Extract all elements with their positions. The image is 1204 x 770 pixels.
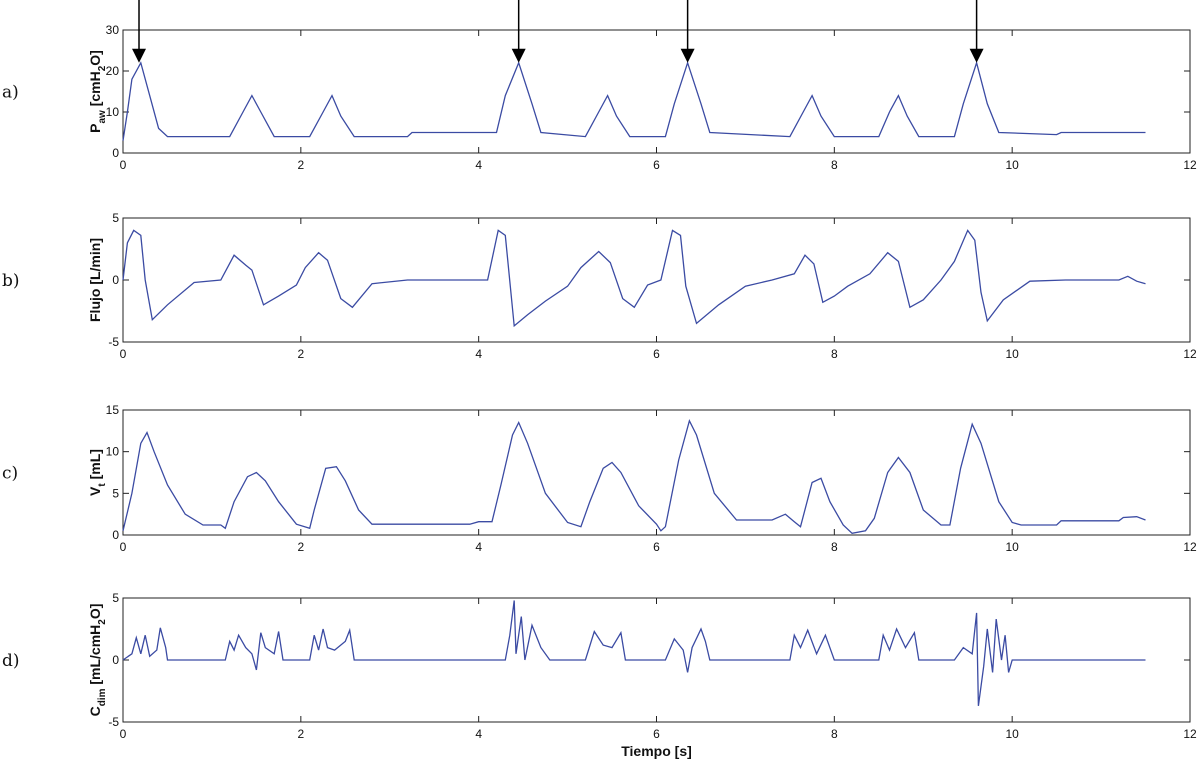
x-tick-label: 10: [1005, 158, 1019, 172]
x-tick-label: 6: [653, 347, 660, 361]
y-axis-label-part: P: [87, 124, 103, 133]
panel-label: c): [2, 464, 18, 484]
y-axis-label-part: O]: [87, 50, 103, 66]
arrow: [680, 0, 695, 63]
data-line: [122, 60, 1146, 141]
x-tick-label: 10: [1005, 727, 1019, 741]
x-tick-label: 12: [1183, 158, 1197, 172]
x-tick-label: 8: [831, 158, 838, 172]
x-tick-label: 0: [120, 158, 127, 172]
x-tick-label: 8: [831, 347, 838, 361]
y-tick-label: -5: [108, 715, 119, 729]
x-tick-label: 0: [120, 347, 127, 361]
x-tick-label: 10: [1005, 540, 1019, 554]
y-tick-label: -5: [108, 335, 119, 349]
data-line: [122, 418, 1146, 534]
x-tick-label: 0: [120, 727, 127, 741]
plot-area: [122, 409, 1191, 536]
y-axis-label-part: O]: [87, 604, 103, 620]
x-tick-label: 4: [475, 727, 482, 741]
panel-label: d): [2, 651, 20, 671]
y-axis-label-part: V: [87, 486, 103, 496]
y-axis-label-part: [mL]: [87, 449, 103, 483]
x-tick-label: 6: [653, 727, 660, 741]
x-tick-label: 12: [1183, 540, 1197, 554]
x-tick-label: 8: [831, 540, 838, 554]
x-tick-label: 6: [653, 158, 660, 172]
y-tick-label: 5: [112, 211, 119, 225]
y-tick-label: 30: [106, 23, 120, 37]
y-axis-label: Vt [mL]: [87, 449, 108, 496]
y-tick-label: 10: [106, 445, 120, 459]
panel-label: a): [2, 83, 19, 103]
x-tick-label: 4: [475, 540, 482, 554]
data-line: [122, 229, 1146, 328]
x-tick-label: 4: [475, 347, 482, 361]
y-axis-label-part: C: [87, 706, 103, 716]
y-tick-label: 0: [112, 146, 119, 160]
x-tick-label: 2: [297, 158, 304, 172]
arrow: [969, 0, 984, 63]
plot-area: [122, 29, 1191, 154]
x-tick-label: 6: [653, 540, 660, 554]
y-axis-label-part: Flujo [L/min]: [87, 238, 103, 322]
x-tick-label: 2: [297, 540, 304, 554]
data-line: [122, 600, 1146, 706]
x-tick-label: 8: [831, 727, 838, 741]
y-tick-label: 0: [112, 528, 119, 542]
y-axis-label-subscript: dim: [97, 688, 108, 706]
arrow-head: [132, 48, 147, 63]
x-tick-label: 2: [297, 727, 304, 741]
y-tick-label: 15: [106, 403, 120, 417]
y-axis-label-part: [mL/cmH: [87, 625, 103, 689]
x-tick-label: 12: [1183, 727, 1197, 741]
plot-area: [122, 217, 1191, 343]
y-axis-label: Flujo [L/min]: [87, 238, 103, 322]
y-tick-label: 20: [106, 64, 120, 78]
y-tick-label: 5: [112, 591, 119, 605]
arrow-head: [969, 48, 984, 63]
y-axis-label-subscript: t: [97, 483, 108, 487]
arrow-head: [511, 48, 526, 63]
y-tick-label: 0: [112, 653, 119, 667]
y-axis-label-subscript: 2: [97, 619, 108, 625]
x-tick-label: 4: [475, 158, 482, 172]
arrow: [132, 0, 147, 63]
x-axis-label: Tiempo [s]: [621, 743, 692, 759]
panel-label: b): [2, 271, 20, 291]
y-axis-label: Paw [cmH2O]: [87, 50, 108, 133]
y-axis-label-subscript: 2: [97, 65, 108, 71]
y-tick-label: 10: [106, 105, 120, 119]
x-tick-label: 12: [1183, 347, 1197, 361]
y-axis-label: Cdim [mL/cmH2O]: [87, 604, 108, 717]
x-tick-label: 10: [1005, 347, 1019, 361]
y-tick-label: 5: [112, 486, 119, 500]
arrow-head: [680, 48, 695, 63]
x-tick-label: 2: [297, 347, 304, 361]
x-tick-label: 0: [120, 540, 127, 554]
arrow: [511, 0, 526, 63]
y-axis-label-part: [cmH: [87, 71, 103, 110]
y-axis-label-subscript: aw: [97, 110, 108, 124]
y-tick-label: 0: [112, 273, 119, 287]
